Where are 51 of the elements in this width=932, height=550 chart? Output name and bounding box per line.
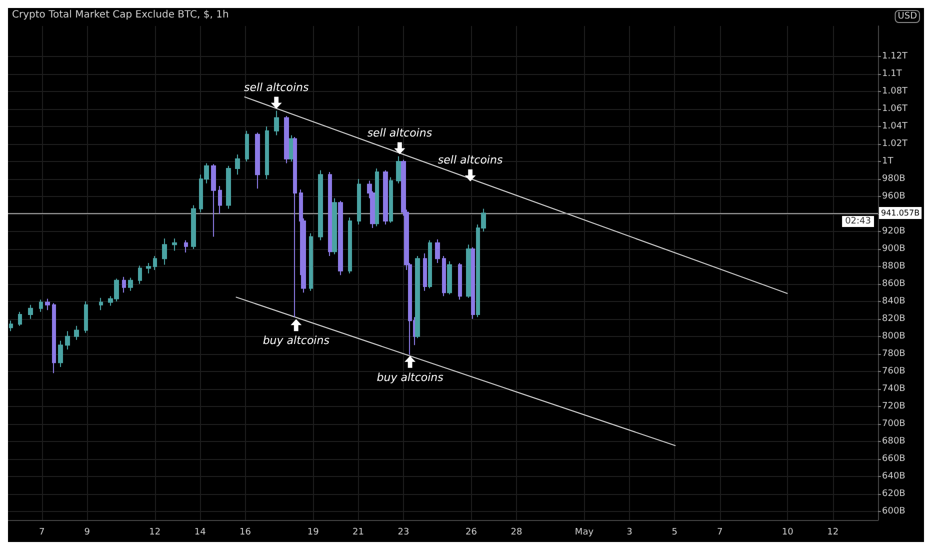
x-tick-label: 7	[716, 528, 723, 538]
x-tick-label: 28	[510, 528, 522, 538]
text: USD	[898, 12, 918, 22]
y-tick-label: 720B	[882, 401, 906, 412]
x-tick-label: 23	[398, 528, 410, 538]
annotation: buy altcoins	[376, 370, 444, 384]
x-tick-label: 16	[240, 528, 252, 538]
x-tick-label: 12	[827, 528, 839, 538]
y-tick-label: 860B	[882, 278, 906, 289]
y-tick-label: 1.02T	[882, 139, 908, 150]
y-tick-label: 620B	[882, 488, 906, 499]
y-tick-label: 1.08T	[882, 86, 908, 97]
y-tick-label: 1.12T	[882, 52, 908, 62]
y-tick-label: 680B	[882, 436, 906, 446]
y-tick-label: 980B	[882, 174, 906, 184]
x-tick-label: 7	[39, 528, 45, 538]
y-tick-label: 960B	[882, 191, 906, 202]
x-tick-label: 3	[626, 528, 632, 538]
y-tick-label: 1T	[882, 156, 894, 167]
annotation: sell altcoins	[438, 153, 503, 166]
y-tick-label: 760B	[882, 366, 906, 376]
y-tick-label: 640B	[882, 471, 906, 482]
annotation: 02:43	[845, 216, 871, 227]
x-tick-label: 14	[194, 528, 206, 538]
x-tick-label: May	[574, 528, 594, 538]
y-tick-label: 800B	[882, 331, 906, 342]
y-tick-label: 880B	[882, 261, 906, 272]
y-tick-label: 740B	[882, 384, 906, 394]
annotation: sell altcoins	[244, 80, 309, 94]
y-tick-label: 1.1T	[882, 69, 902, 80]
y-tick-label: 840B	[882, 296, 906, 306]
y-tick-label: 1.06T	[882, 104, 908, 114]
annotation: sell altcoins	[367, 126, 432, 140]
x-tick-label: 9	[84, 528, 90, 538]
x-tick-label: 12	[149, 528, 161, 538]
x-tick-label: 26	[466, 528, 478, 538]
x-tick-label: 19	[307, 528, 320, 538]
y-tick-label: 1.04T	[882, 122, 908, 132]
ref-line-label: 941.057B	[881, 208, 920, 218]
y-tick-label: 600B	[882, 506, 906, 516]
x-tick-label: 5	[672, 528, 678, 538]
y-tick-label: 780B	[882, 348, 906, 359]
x-tick-label: 21	[352, 528, 364, 538]
y-tick-label: 660B	[882, 454, 906, 464]
annotation: buy altcoins	[262, 334, 330, 348]
y-tick-label: 920B	[882, 226, 906, 236]
x-tick-label: 10	[782, 528, 794, 538]
y-tick-label: 820B	[882, 314, 906, 324]
chart-title: Crypto Total Market Cap Exclude BTC, $, 1h	[12, 10, 229, 20]
y-tick-label: 700B	[882, 418, 906, 429]
y-tick-label: 900B	[882, 244, 906, 254]
